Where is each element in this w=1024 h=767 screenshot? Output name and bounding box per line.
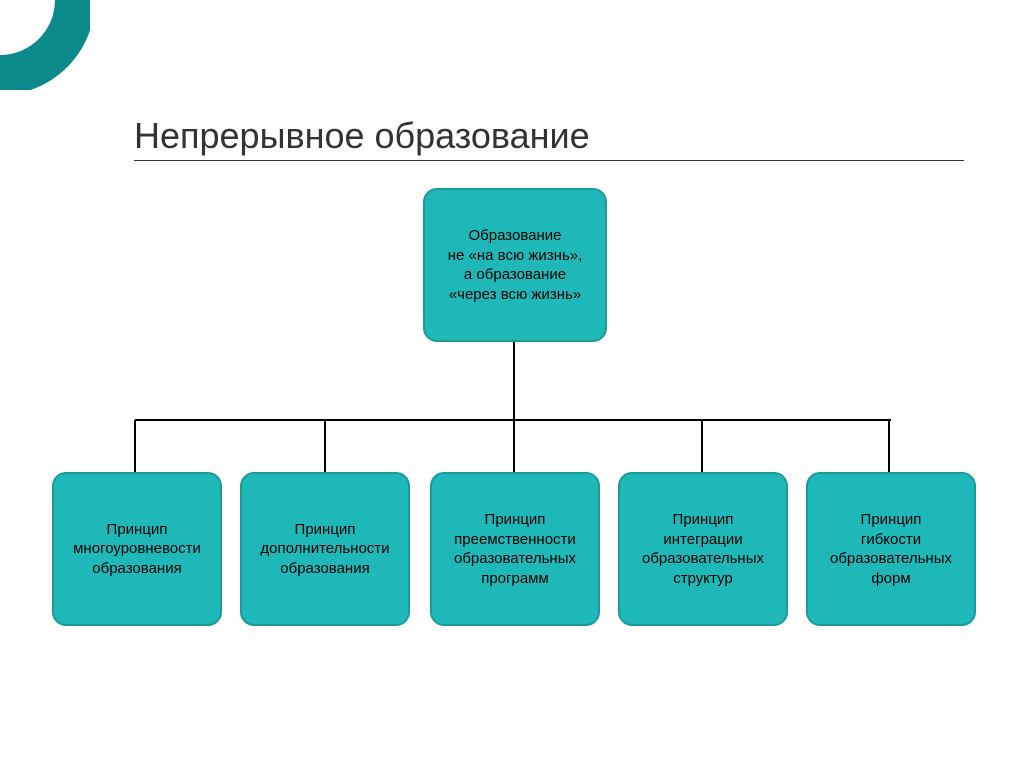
child-node-2: Принциппреемственностиобразовательныхпро… xyxy=(430,472,600,626)
connector xyxy=(134,420,136,472)
connector xyxy=(513,420,515,472)
root-node: Образованиене «на всю жизнь»,а образован… xyxy=(423,188,607,342)
slide-title: Непрерывное образование xyxy=(134,115,590,157)
child-node-0: Принципмногоуровневостиобразования xyxy=(52,472,222,626)
connector xyxy=(513,342,515,420)
connector xyxy=(888,420,890,472)
child-node-4: Принципгибкостиобразовательныхформ xyxy=(806,472,976,626)
child-node-3: Принципинтеграцииобразовательныхструктур xyxy=(618,472,788,626)
title-underline xyxy=(134,160,964,161)
child-node-1: Принципдополнительностиобразования xyxy=(240,472,410,626)
connector xyxy=(324,420,326,472)
connector xyxy=(701,420,703,472)
slide: Непрерывное образование Образованиене «н… xyxy=(0,0,1024,767)
corner-circle-decor xyxy=(0,0,90,90)
